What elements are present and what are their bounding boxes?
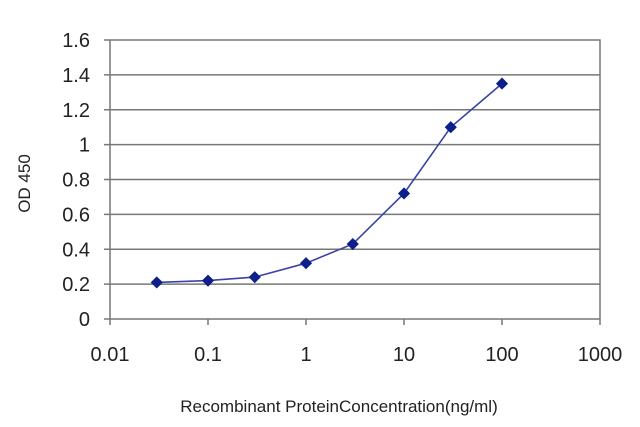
data-point-7 (495, 77, 509, 90)
y-tick-label-1: 0.2 (62, 274, 90, 296)
y-tick-label-8: 1.6 (62, 30, 90, 52)
series-group (150, 77, 509, 289)
data-point-3 (299, 257, 313, 270)
y-tick-label-0: 0 (79, 309, 90, 331)
data-point-6 (444, 121, 457, 134)
data-point-1 (201, 274, 215, 287)
y-tick-label-4: 0.8 (62, 170, 90, 192)
y-tick-label-5: 1 (79, 135, 90, 157)
y-tick-label-6: 1.2 (62, 100, 90, 122)
x-tick-label-0: 0.01 (91, 344, 130, 366)
x-axis-ticks: 0.01 0.1 1 10 100 1000 (91, 319, 623, 366)
y-axis-title: OD 450 (15, 154, 34, 213)
data-point-2 (248, 271, 261, 284)
series-line-0 (156, 82, 503, 284)
x-tick-label-3: 10 (393, 344, 415, 366)
gridlines (110, 74, 600, 285)
y-tick-label-3: 0.6 (62, 204, 90, 226)
x-tick-label-5: 1000 (578, 344, 623, 366)
y-tick-label-2: 0.4 (62, 239, 90, 261)
x-tick-label-4: 100 (485, 344, 518, 366)
x-tick-label-1: 0.1 (194, 344, 222, 366)
y-tick-label-7: 1.4 (62, 65, 90, 87)
x-axis-title: Recombinant ProteinConcentration(ng/ml) (180, 397, 498, 416)
data-point-5 (397, 187, 411, 200)
data-point-0 (150, 276, 163, 289)
x-tick-label-2: 1 (300, 344, 311, 366)
data-point-4 (346, 237, 359, 251)
y-axis-ticks: 0 0.2 0.4 0.6 0.8 1 1.2 1.4 1.6 (62, 30, 110, 331)
